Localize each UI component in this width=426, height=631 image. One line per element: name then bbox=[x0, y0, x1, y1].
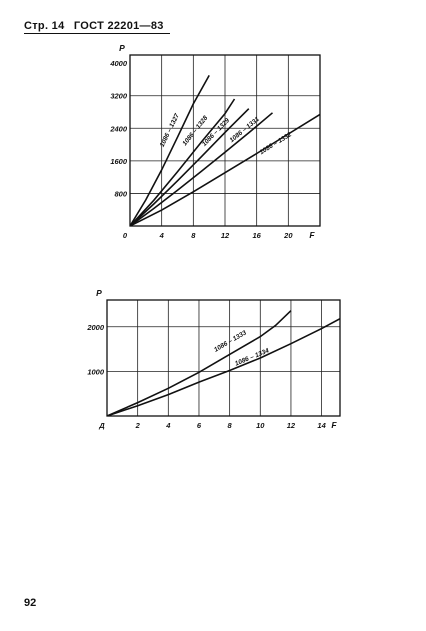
series-line bbox=[130, 75, 210, 226]
y-tick-label: 800 bbox=[114, 189, 127, 198]
x-tick-label: 16 bbox=[252, 231, 261, 240]
series-label: 1086 – 1327 bbox=[159, 112, 181, 148]
x-tick-label: 0 bbox=[123, 231, 128, 240]
series-line bbox=[130, 98, 236, 226]
standard-number: ГОСТ 22201—83 bbox=[73, 20, 164, 32]
series-line bbox=[130, 108, 250, 226]
series-line bbox=[130, 112, 274, 226]
page-number: 92 bbox=[24, 597, 37, 609]
x-tick-label: 4 bbox=[159, 231, 165, 240]
series-label: 1086 – 1331 bbox=[228, 116, 261, 145]
page-header: Стр. 14 ГОСТ 22201—83 bbox=[24, 20, 170, 34]
y-tick-label: 4000 bbox=[109, 59, 128, 68]
y-axis-label: P bbox=[119, 43, 125, 53]
x-tick-label: 8 bbox=[191, 231, 196, 240]
x-tick-label: 20 bbox=[283, 231, 293, 240]
x-tick-label: 12 bbox=[221, 231, 230, 240]
y-tick-label: 1600 bbox=[110, 157, 128, 166]
y-tick-label: 3200 bbox=[110, 92, 128, 101]
x-axis-label: F bbox=[309, 230, 315, 240]
y-tick-label: 2400 bbox=[109, 124, 128, 133]
page-label: Стр. 14 bbox=[24, 20, 65, 32]
series-line bbox=[130, 113, 320, 226]
plot-frame bbox=[129, 54, 321, 227]
